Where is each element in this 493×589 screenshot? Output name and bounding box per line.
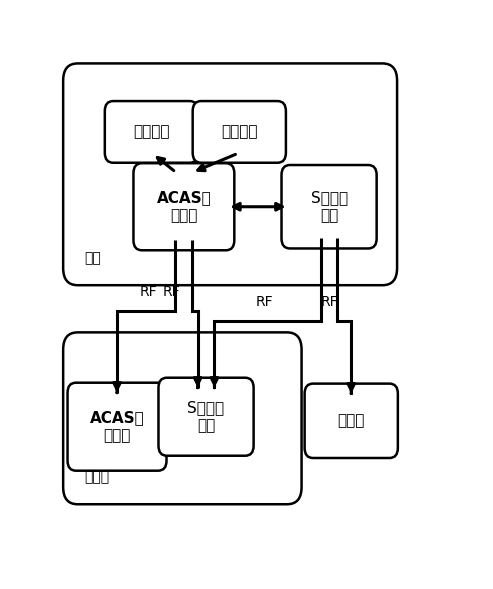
FancyBboxPatch shape: [105, 101, 198, 163]
FancyBboxPatch shape: [158, 378, 253, 456]
Text: ACAS收
发主机: ACAS收 发主机: [90, 410, 144, 444]
FancyBboxPatch shape: [63, 332, 302, 504]
Text: S模式应
答机: S模式应 答机: [311, 190, 348, 224]
Text: RF: RF: [255, 295, 273, 309]
Text: 本机: 本机: [84, 251, 101, 265]
Text: 显示单元: 显示单元: [133, 124, 170, 140]
FancyBboxPatch shape: [305, 383, 398, 458]
Text: 地面站: 地面站: [338, 413, 365, 428]
FancyBboxPatch shape: [134, 163, 234, 250]
Text: RF: RF: [320, 295, 338, 309]
Text: 入侵机: 入侵机: [84, 470, 109, 484]
FancyBboxPatch shape: [63, 64, 397, 285]
Text: RF: RF: [163, 286, 180, 299]
FancyBboxPatch shape: [193, 101, 286, 163]
Text: RF: RF: [140, 286, 158, 299]
FancyBboxPatch shape: [282, 165, 377, 249]
Text: 控制单元: 控制单元: [221, 124, 257, 140]
FancyBboxPatch shape: [68, 383, 167, 471]
Text: S模式应
答机: S模式应 答机: [187, 400, 225, 434]
Text: ACAS收
发主机: ACAS收 发主机: [156, 190, 211, 224]
